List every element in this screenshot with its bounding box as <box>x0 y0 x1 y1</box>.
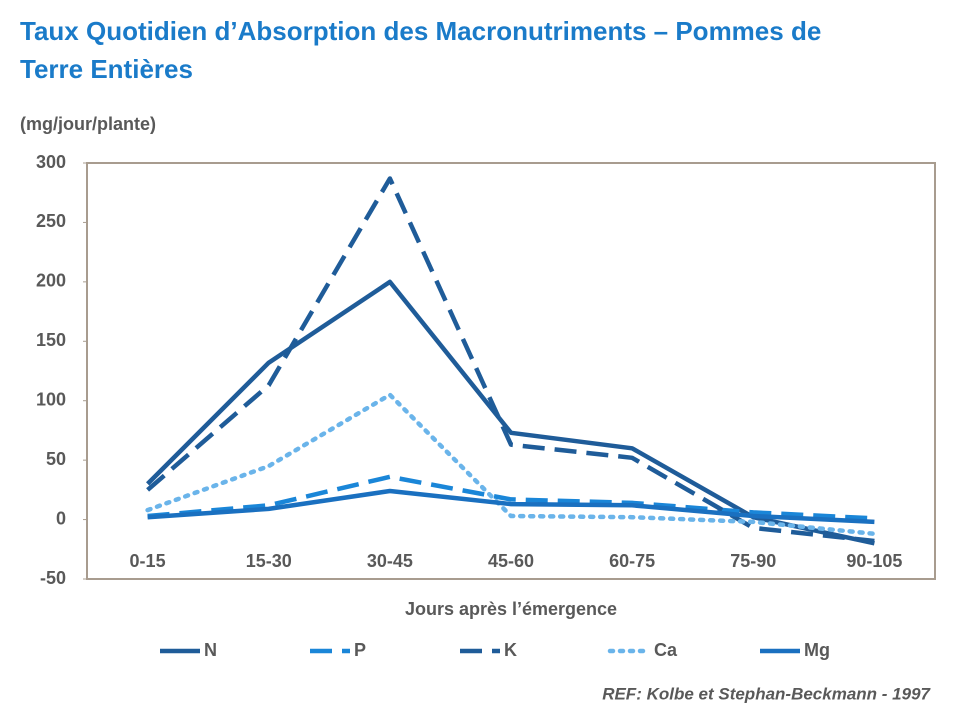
legend-label: P <box>354 640 366 660</box>
y-tick-label: -50 <box>40 568 66 588</box>
legend-label: N <box>204 640 217 660</box>
legend-label: Mg <box>804 640 830 660</box>
y-axis-label: (mg/jour/plante) <box>20 114 156 134</box>
y-tick-label: 150 <box>36 330 66 350</box>
x-tick-label: 60-75 <box>609 551 655 571</box>
series-line <box>147 488 875 525</box>
legend-label: K <box>504 640 517 660</box>
chart-title: Taux Quotidien d’Absorption des Macronut… <box>20 16 822 84</box>
y-tick-label: 0 <box>56 508 66 528</box>
x-tick-label: 15-30 <box>246 551 292 571</box>
plot-area <box>86 162 936 580</box>
x-axis-label: Jours après l’émergence <box>405 599 617 619</box>
series-line <box>146 176 875 544</box>
y-tick-label: 200 <box>36 271 66 291</box>
y-tick-label: 300 <box>36 152 66 172</box>
source-note: REF: Kolbe et Stephan-Beckmann - 1997 <box>602 684 931 703</box>
y-tick-label: 50 <box>46 449 66 469</box>
series-line <box>147 474 875 521</box>
x-tick-label: 90-105 <box>846 551 902 571</box>
x-tick-label: 45-60 <box>488 551 534 571</box>
series-line <box>145 392 877 537</box>
y-tick-label: 250 <box>36 211 66 231</box>
y-tick-label: 100 <box>36 389 66 409</box>
legend-label: Ca <box>654 640 678 660</box>
x-tick-label: 75-90 <box>730 551 776 571</box>
x-tick-label: 0-15 <box>130 551 166 571</box>
x-tick-label: 30-45 <box>367 551 413 571</box>
